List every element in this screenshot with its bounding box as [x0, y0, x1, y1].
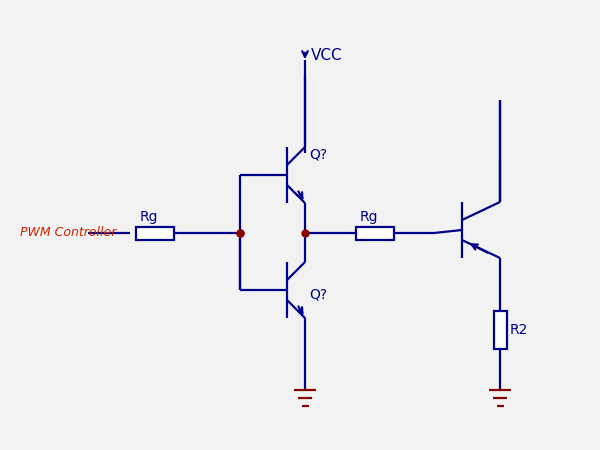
- Text: PWM Controller: PWM Controller: [20, 226, 116, 239]
- Text: Rg: Rg: [140, 210, 158, 224]
- Text: Rg: Rg: [360, 210, 378, 224]
- Text: R2: R2: [510, 323, 529, 337]
- Text: Q?: Q?: [309, 288, 327, 302]
- Text: Q?: Q?: [309, 148, 327, 162]
- Bar: [356, 226, 394, 239]
- Bar: [493, 311, 506, 349]
- Text: VCC: VCC: [311, 48, 343, 63]
- Bar: [136, 226, 174, 239]
